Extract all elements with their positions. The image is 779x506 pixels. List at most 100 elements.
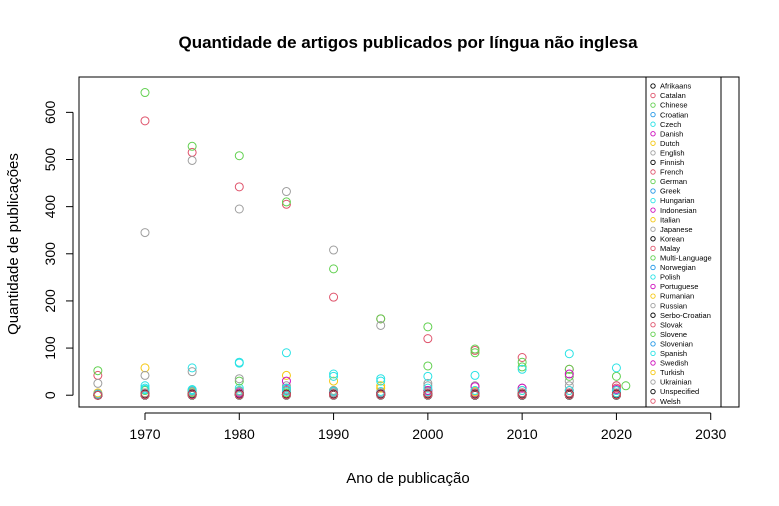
data-point: [517, 357, 527, 367]
legend-label: Catalan: [660, 91, 686, 100]
x-tick-label: 1970: [129, 426, 160, 442]
legend-label: Malay: [660, 244, 680, 253]
data-point: [517, 353, 527, 362]
legend-label: Portuguese: [660, 282, 698, 291]
legend-label: Danish: [660, 129, 683, 138]
legend-label: Finnish: [660, 158, 684, 167]
data-point: [329, 390, 339, 400]
legend-label: Unspecified: [660, 387, 699, 396]
data-point: [423, 378, 433, 388]
legend-marker: [650, 341, 656, 347]
legend-box: [645, 76, 722, 408]
legend-marker: [650, 226, 656, 232]
legend-marker: [650, 169, 656, 175]
data-point: [281, 199, 291, 209]
legend-marker: [650, 112, 656, 118]
data-point: [234, 383, 244, 393]
data-point: [187, 141, 197, 151]
legend-marker: [650, 131, 656, 137]
data-point: [234, 151, 244, 161]
data-point: [140, 116, 150, 126]
data-point: [611, 390, 621, 400]
legend-marker: [650, 236, 656, 242]
legend-marker: [650, 197, 656, 204]
data-point: [93, 390, 103, 400]
data-point: [187, 155, 197, 165]
data-point: [564, 386, 574, 395]
legend-marker: [650, 188, 656, 194]
data-point: [234, 182, 244, 192]
data-point: [611, 363, 621, 373]
legend-marker: [650, 302, 656, 309]
legend-marker: [650, 264, 656, 271]
data-point: [140, 363, 150, 373]
y-tick-label: 200: [42, 289, 58, 313]
chart-title: Quantidade de artigos publicados por lín…: [178, 33, 638, 52]
y-tick-label: 400: [42, 195, 58, 219]
data-point: [234, 374, 244, 384]
legend-label: Dutch: [660, 139, 680, 148]
data-point: [423, 322, 433, 332]
legend-label: Afrikaans: [660, 82, 692, 91]
data-point: [423, 371, 433, 381]
data-point: [376, 320, 386, 330]
x-axis-label: Ano de publicação: [346, 470, 469, 487]
legend-label: Chinese: [660, 101, 688, 110]
data-point: [611, 371, 621, 381]
legend-label: French: [660, 168, 683, 177]
data-point: [329, 376, 339, 386]
x-tick-label: 1980: [224, 426, 255, 442]
data-point: [281, 187, 291, 197]
data-point: [376, 314, 386, 324]
legend-label: Czech: [660, 120, 681, 129]
data-point: [187, 390, 197, 400]
data-point: [517, 390, 527, 400]
data-point: [140, 370, 150, 380]
data-point: [564, 349, 574, 359]
y-tick-label: 500: [42, 148, 58, 172]
legend-label: German: [660, 177, 687, 186]
data-point: [281, 197, 291, 207]
data-point: [423, 390, 433, 400]
legend-label: Italian: [660, 215, 680, 224]
legend-label: Swedish: [660, 359, 688, 368]
axes: 1970 1980 1990 2000 2010 2020 2030 0 100 200 300 40…: [42, 100, 726, 442]
data-point: [234, 204, 244, 214]
data-point: [93, 378, 103, 388]
legend-marker: [650, 207, 656, 213]
y-axis-label: Quantidade de publicações: [5, 153, 22, 335]
legend-marker: [650, 322, 656, 328]
data-point: [564, 364, 574, 374]
legend-label: English: [660, 148, 685, 157]
data-point: [423, 386, 433, 395]
legend-label: Spanish: [660, 349, 687, 358]
legend-marker: [650, 83, 656, 89]
legend-marker: [650, 293, 656, 299]
y-tick-label: 100: [42, 336, 58, 360]
data-point: [470, 348, 480, 358]
data-point: [376, 374, 386, 384]
legend-label: Turkish: [660, 368, 684, 377]
legend-marker: [650, 245, 656, 252]
legend-marker: [650, 159, 656, 166]
data-point: [140, 390, 150, 400]
legend-marker: [650, 360, 656, 366]
legend: AfrikaansCatalanChineseCroatianCzechDani…: [645, 76, 722, 408]
data-point: [517, 364, 527, 374]
data-point: [376, 383, 386, 393]
legend-marker: [650, 283, 656, 290]
data-point: [234, 358, 244, 368]
legend-marker: [650, 388, 656, 395]
legend-marker: [650, 121, 656, 127]
data-point: [329, 371, 339, 381]
data-point: [281, 390, 291, 400]
data-point: [329, 369, 339, 379]
legend-label: Welsh: [660, 397, 681, 406]
data-point: [470, 386, 480, 395]
x-tick-label: 2000: [412, 426, 443, 442]
legend-label: Norwegian: [660, 263, 696, 272]
legend-label: Japanese: [660, 225, 693, 234]
legend-label: Serbo-Croatian: [660, 311, 711, 320]
legend-label: Korean: [660, 234, 684, 243]
